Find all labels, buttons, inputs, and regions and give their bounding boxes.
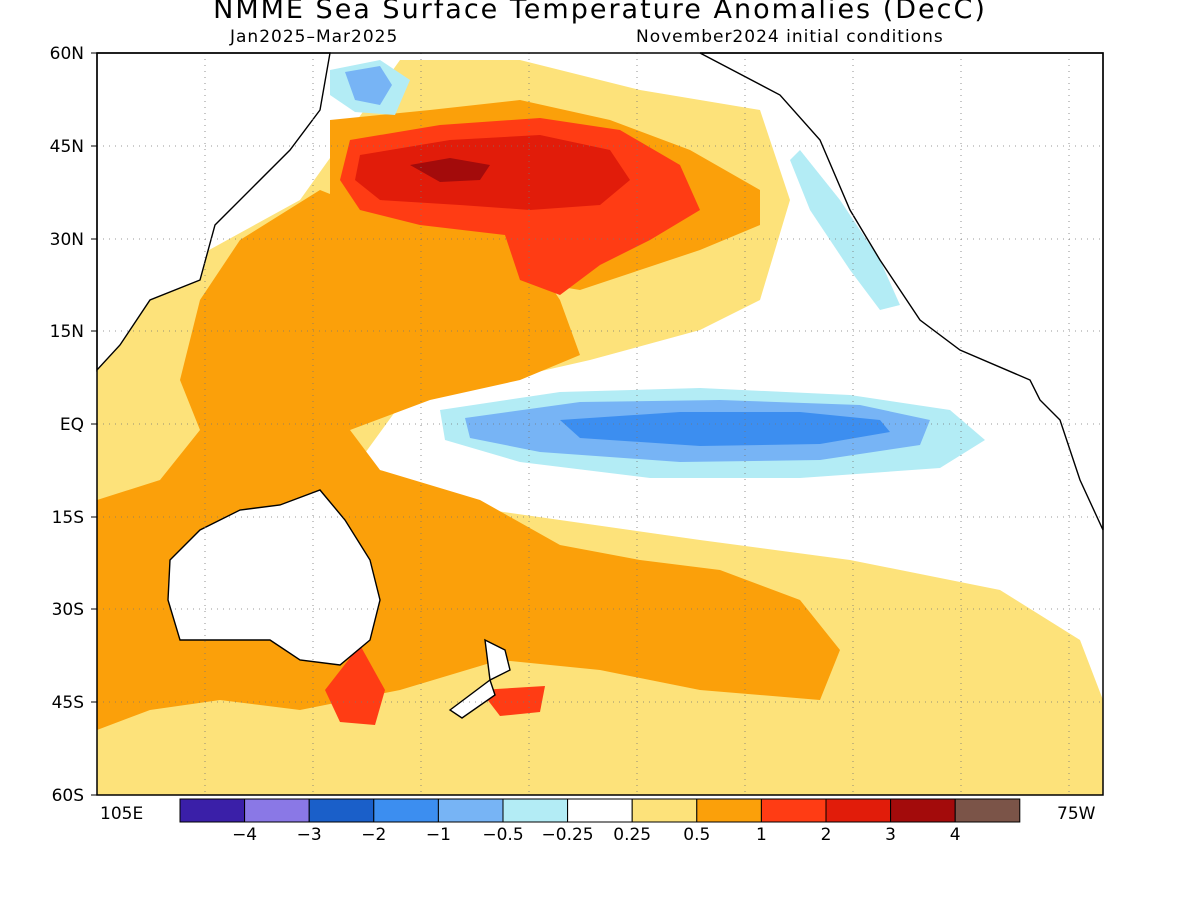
colorbar-swatch bbox=[696, 798, 762, 823]
anomaly-region-warm-nz bbox=[480, 686, 545, 716]
colorbar-swatch bbox=[308, 798, 375, 823]
lat-label: 60S bbox=[51, 786, 84, 806]
colorbar-swatch bbox=[760, 798, 827, 823]
anomaly-region-cold-bering-core bbox=[345, 66, 392, 105]
colorbar-tick-label: −0.25 bbox=[541, 825, 594, 845]
lon-label-right: 75W bbox=[1057, 804, 1096, 824]
anomaly-region-warm-tasman bbox=[325, 645, 385, 725]
anomaly-region-cold-1 bbox=[560, 412, 890, 446]
new-zealand-south bbox=[448, 678, 496, 719]
colorbar-swatch bbox=[244, 798, 310, 823]
colorbar bbox=[179, 798, 1021, 823]
anomaly-region-cold-california bbox=[790, 150, 900, 310]
north-america-landmass bbox=[699, 52, 1104, 531]
colorbar-swatch bbox=[502, 798, 569, 823]
lat-label: EQ bbox=[59, 415, 84, 435]
colorbar-swatch bbox=[890, 798, 956, 823]
colorbar-tick-label: −1 bbox=[425, 825, 451, 845]
new-zealand-north bbox=[484, 638, 511, 682]
colorbar-swatch bbox=[437, 798, 504, 823]
anomaly-region-warm-2 bbox=[355, 135, 630, 210]
lat-label: 60N bbox=[49, 44, 84, 64]
colorbar-tick-label: 1 bbox=[755, 825, 767, 845]
colorbar-tick-label: 2 bbox=[820, 825, 832, 845]
axis-ticks bbox=[91, 52, 97, 796]
lat-label: 30N bbox=[49, 230, 84, 250]
colorbar-tick-label: −0.5 bbox=[482, 825, 524, 845]
coastlines bbox=[96, 52, 1104, 719]
forecast-period: Jan2025–Mar2025 bbox=[230, 27, 399, 47]
asia-landmass bbox=[96, 52, 331, 372]
colorbar-swatch bbox=[179, 798, 246, 823]
anomaly-region-warm-3 bbox=[410, 158, 490, 182]
colorbar-swatch bbox=[373, 798, 439, 823]
lat-label: 45S bbox=[51, 693, 84, 713]
colorbar-tick-label: −4 bbox=[232, 825, 258, 845]
colorbar-swatch bbox=[567, 798, 633, 823]
gridlines bbox=[97, 53, 1103, 795]
colorbar-tick-label: 0.5 bbox=[683, 825, 711, 845]
australia-landmass bbox=[167, 489, 381, 666]
lat-label: 30S bbox=[51, 600, 84, 620]
colorbar-swatch bbox=[825, 798, 892, 823]
colorbar-tick-label: 3 bbox=[885, 825, 896, 845]
plot-frame bbox=[96, 52, 1104, 796]
initial-conditions: November2024 initial conditions bbox=[636, 27, 944, 47]
colorbar-tick-label: −3 bbox=[296, 825, 322, 845]
colorbar-tick-label: 0.25 bbox=[613, 825, 652, 845]
lat-label: 45N bbox=[49, 137, 84, 157]
lon-label-left: 105E bbox=[100, 804, 144, 824]
colorbar-tick-label: −2 bbox=[361, 825, 387, 845]
colorbar-swatch bbox=[631, 798, 698, 823]
lat-label: 15S bbox=[51, 508, 84, 528]
map-title: NMME Sea Surface Temperature Anomalies (… bbox=[213, 0, 987, 25]
lat-label: 15N bbox=[49, 322, 84, 342]
colorbar-swatch bbox=[954, 798, 1021, 823]
colorbar-tick-label: 4 bbox=[949, 825, 961, 845]
